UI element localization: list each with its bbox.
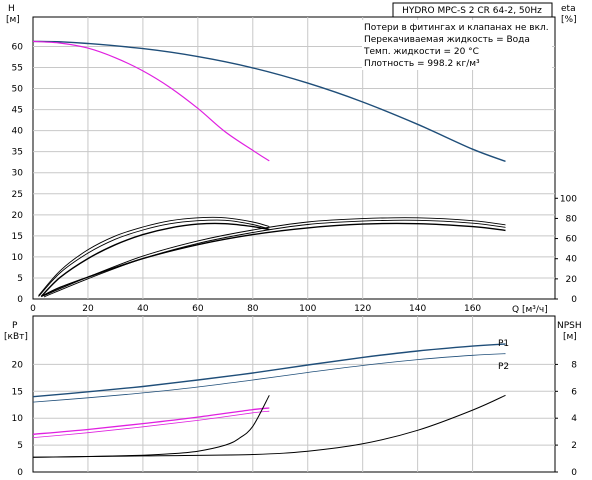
head-left-tick-label: 0 [17,295,23,305]
head-curve-5 [43,217,506,297]
power-right-tick-label: 4 [571,414,577,424]
head-left-tick-label: 60 [12,42,24,52]
head-left-tick-label: 50 [12,85,24,95]
power-right-tick-label: 8 [571,360,577,370]
head-curve-2 [38,216,270,296]
head-plot-frame [32,16,556,300]
note-density: Плотность = 998.2 кг/м³ [364,59,480,69]
head-curve-1 [32,40,270,162]
h-axis-unit: [м] [6,15,20,25]
power-right-tick-label: 2 [571,441,577,451]
head-curve-6 [43,219,506,298]
power-right-tick-label: 6 [571,387,577,397]
head-left-tick-label: 35 [12,148,23,158]
head-left-tick-label: 30 [12,169,24,179]
q-tick-label: 160 [464,304,481,314]
pump-title: HYDRO MPC-S 2 CR 64-2, 50Hz [402,6,542,16]
eta-axis-title: eta [561,4,576,14]
power-left-tick-label: 20 [12,360,24,370]
power-plot-frame [32,315,556,473]
head-left-tick-label: 55 [12,64,23,74]
notes-background [362,20,552,70]
power-curve-5 [32,394,506,458]
head-left-tick-label: 25 [12,190,23,200]
power-left-tick-label: 10 [12,414,24,424]
p-axis-unit: [кВт] [4,332,28,342]
head-left-tick-label: 15 [12,232,23,242]
q-tick-label: 60 [192,304,204,314]
power-right-tick-label: 0 [571,468,577,478]
power-curve-2 [32,407,270,435]
q-axis-title: Q [м³/ч] [512,305,548,315]
pump-title-box [392,2,553,18]
power-left-tick-label: 0 [17,468,23,478]
head-axis-ticks: 0 20 40 60 80 100 120 140 160 0 5 10 15 20 25 30 35 40 45 5… [12,42,578,314]
head-right-tick-label: 100 [560,194,577,204]
q-tick-label: 140 [409,304,426,314]
note-temperature: Темп. жидкости = 20 °C [363,47,479,57]
h-axis-title: H [8,4,15,14]
head-left-tick-label: 40 [12,127,24,137]
head-left-tick-label: 20 [12,211,24,221]
head-efficiency-curves [32,40,506,298]
power-npsh-curves [32,343,506,458]
npsh-axis-unit: [м] [563,332,577,342]
q-tick-label: 40 [137,304,149,314]
head-curve-0 [32,40,506,163]
head-curve-4 [40,222,270,297]
q-tick-label: 20 [82,304,94,314]
head-right-tick-label: 20 [566,275,578,285]
head-right-tick-label: 80 [566,214,578,224]
q-tick-label: 0 [30,304,36,314]
p-axis-title: P [12,321,18,331]
head-curve-3 [38,219,270,297]
p2-label: P2 [498,362,509,372]
power-grid [33,316,555,472]
power-left-tick-label: 5 [17,441,23,451]
power-axis-ticks: 0 5 10 15 20 0 2 4 6 8 [12,360,578,478]
head-left-tick-label: 5 [17,274,23,284]
head-left-tick-label: 45 [12,106,23,116]
head-efficiency-panel: 0 20 40 60 80 100 120 140 160 0 5 10 15 20 25 30 35 40 45 5… [6,2,578,315]
eta-axis-unit: [%] [561,15,577,25]
head-right-tick-label: 0 [571,295,577,305]
p2-curve [32,353,506,403]
q-tick-label: 100 [299,304,316,314]
head-left-tick-label: 10 [12,253,24,263]
note-liquid: Перекачиваемая жидкость = Вода [364,35,530,45]
head-curve-7 [40,222,506,298]
power-curve-4 [32,395,270,458]
power-curve-3 [32,410,270,438]
npsh-axis-title: NPSH [557,321,582,331]
q-tick-label: 80 [247,304,259,314]
head-grid [33,17,555,299]
note-fittings: Потери в фитингах и клапанах не вкл. [364,23,549,33]
power-npsh-panel: 0 5 10 15 20 0 2 4 6 8 P [кВт] NPSH [м] P1 P2 [4,315,582,478]
head-right-tick-label: 40 [566,255,578,265]
head-right-tick-label: 60 [566,235,578,245]
p1-label: P1 [498,339,509,349]
power-left-tick-label: 15 [12,387,23,397]
q-tick-label: 120 [354,304,371,314]
p1-curve [32,343,506,398]
